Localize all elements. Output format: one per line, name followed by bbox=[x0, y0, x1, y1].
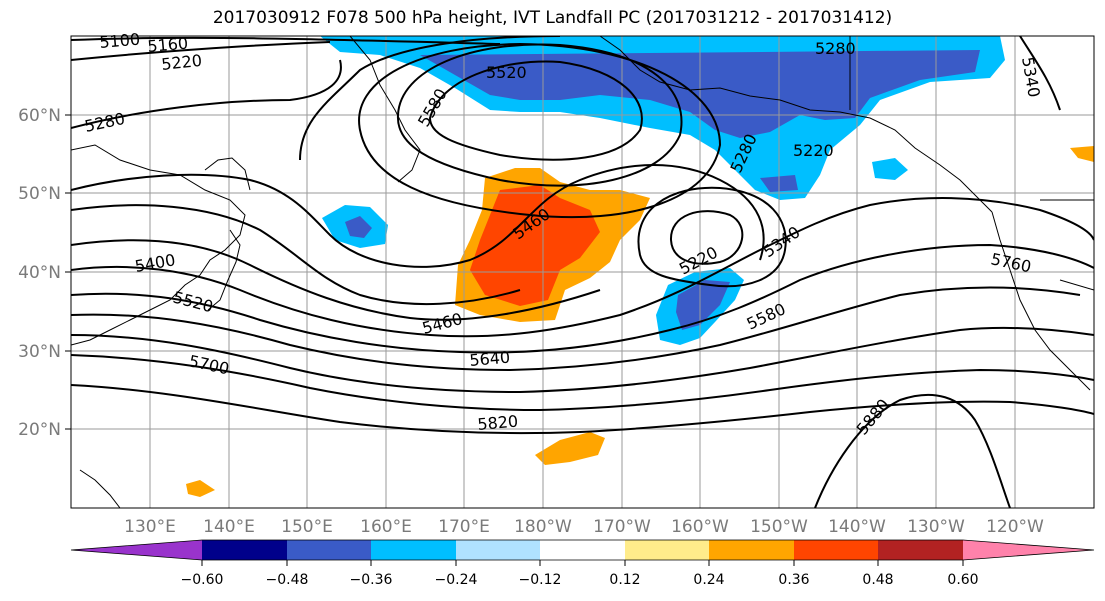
lon-label: 170°E bbox=[438, 517, 490, 537]
lon-label: 130°W bbox=[907, 517, 965, 537]
lon-label: 160°E bbox=[360, 517, 412, 537]
contour-label: 5520 bbox=[486, 63, 527, 82]
lon-label: 170°W bbox=[593, 517, 651, 537]
colorbar-segment bbox=[625, 540, 709, 560]
positive-anomaly-ne bbox=[1070, 146, 1094, 162]
colorbar-tick: 0.60 bbox=[947, 572, 978, 588]
colorbar-segment bbox=[287, 540, 371, 560]
lon-label: 140°W bbox=[828, 517, 886, 537]
lat-label: 50°N bbox=[18, 184, 61, 204]
positive-anomaly-sw bbox=[186, 480, 215, 497]
colorbar-tick: 0.12 bbox=[609, 572, 640, 588]
colorbar-tick: −0.12 bbox=[519, 572, 562, 588]
contour-label: 5100 bbox=[99, 30, 141, 52]
lon-label: 160°W bbox=[671, 517, 729, 537]
lat-label: 20°N bbox=[18, 420, 61, 440]
colorbar-tick: −0.24 bbox=[435, 572, 478, 588]
colorbar-segment bbox=[71, 540, 202, 560]
positive-anomaly-south bbox=[535, 432, 605, 465]
colorbar-segment bbox=[371, 540, 456, 560]
lon-label: 130°E bbox=[124, 517, 176, 537]
colorbar-tick: −0.60 bbox=[181, 572, 224, 588]
contour-label: 5340 bbox=[759, 222, 803, 261]
map-title: 2017030912 F078 500 hPa height, IVT Land… bbox=[212, 8, 893, 28]
height-contours bbox=[71, 36, 1094, 508]
colorbar-tick: −0.36 bbox=[350, 572, 393, 588]
lon-label: 180°W bbox=[514, 517, 572, 537]
contour-label: 5580 bbox=[414, 85, 451, 130]
contour-label: 5340 bbox=[1018, 55, 1044, 98]
colorbar-segment bbox=[794, 540, 878, 560]
lon-label: 120°W bbox=[986, 517, 1044, 537]
lat-label: 30°N bbox=[18, 342, 61, 362]
contour-label: 5820 bbox=[477, 412, 519, 434]
contour-label: 5280 bbox=[815, 39, 856, 58]
colorbar-segment bbox=[202, 540, 287, 560]
contour-label: 5700 bbox=[187, 351, 231, 378]
colorbar-tick: 0.36 bbox=[778, 572, 809, 588]
contour-label: 5880 bbox=[853, 395, 894, 438]
longitude-labels: 130°E 140°E 150°E 160°E 170°E 180°W 170°… bbox=[124, 517, 1044, 537]
colorbar: −0.60 −0.48 −0.36 −0.24 −0.12 0.12 0.24 … bbox=[70, 539, 1095, 588]
latitude-labels: 60°N 50°N 40°N 30°N 20°N bbox=[18, 106, 61, 440]
colorbar-segment bbox=[709, 540, 794, 560]
colorbar-tick: −0.48 bbox=[266, 572, 309, 588]
ivt-shading bbox=[186, 36, 1094, 497]
contour-label: 5520 bbox=[171, 288, 215, 317]
negative-anomaly-central-core bbox=[676, 280, 730, 330]
colorbar-segment bbox=[963, 540, 1094, 560]
colorbar-tick: 0.48 bbox=[862, 572, 893, 588]
contour-label: 5460 bbox=[420, 309, 464, 338]
lon-label: 150°E bbox=[281, 517, 333, 537]
lon-label: 150°W bbox=[750, 517, 808, 537]
lat-label: 40°N bbox=[18, 263, 61, 283]
contour-label: 5220 bbox=[793, 141, 834, 160]
gridlines bbox=[71, 36, 1094, 508]
contour-label: 5160 bbox=[147, 34, 189, 56]
colorbar-segment bbox=[540, 540, 625, 560]
positive-anomaly-core bbox=[470, 185, 600, 306]
colorbar-tick: 0.24 bbox=[693, 572, 724, 588]
lat-label: 60°N bbox=[18, 106, 61, 126]
lon-label: 140°E bbox=[203, 517, 255, 537]
negative-anomaly-japan-core bbox=[345, 216, 372, 238]
negative-anomaly-east bbox=[872, 158, 908, 180]
colorbar-segment bbox=[456, 540, 540, 560]
colorbar-segment bbox=[878, 540, 963, 560]
contour-label: 5640 bbox=[469, 348, 511, 370]
contour-label: 5280 bbox=[83, 109, 127, 136]
contour-label: 5220 bbox=[160, 51, 202, 74]
tick-marks bbox=[65, 114, 71, 430]
